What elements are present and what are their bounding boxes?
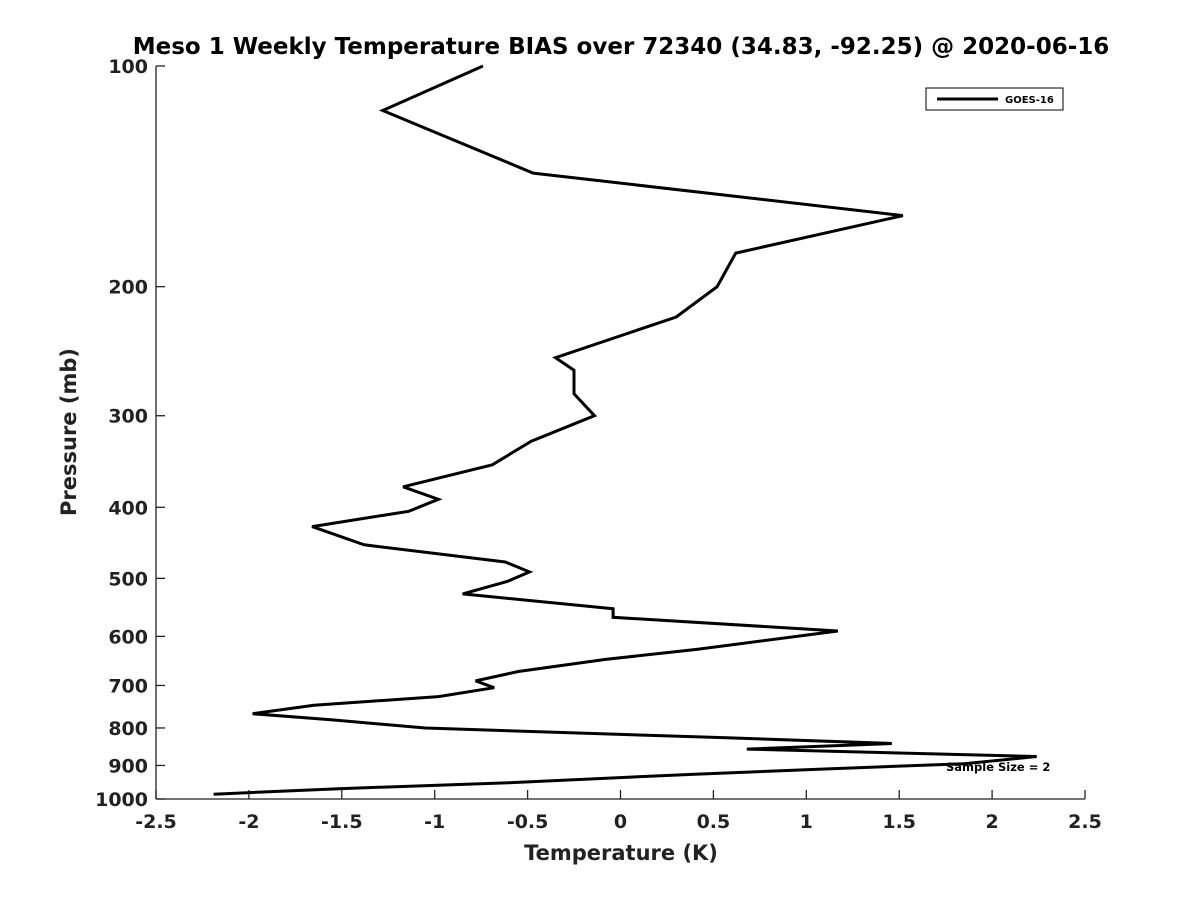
series-line-goes-16: [213, 64, 1037, 796]
x-tick-label: -2.5: [135, 811, 177, 833]
y-ticks: 100 200 300 400 500 600 700 800 900 1000: [95, 56, 165, 811]
x-tick-label: 1: [800, 811, 813, 833]
legend: GOES-16: [925, 87, 1064, 111]
y-tick-label: 700: [108, 675, 148, 697]
chart-title: Meso 1 Weekly Temperature BIAS over 7234…: [133, 34, 1110, 60]
x-tick-label: 1.5: [882, 811, 916, 833]
sample-size-annotation: Sample Size = 2: [946, 760, 1050, 774]
y-tick-label: 300: [108, 406, 148, 428]
y-tick-label: 1000: [95, 789, 148, 811]
series-layer: [213, 64, 1037, 796]
y-tick-label: 600: [108, 626, 148, 648]
y-tick-label: 100: [108, 56, 148, 78]
x-tick-label: 2.5: [1068, 811, 1102, 833]
x-tick-label: 2: [985, 811, 998, 833]
x-tick-label: -1: [424, 811, 445, 833]
y-tick-label: 500: [108, 568, 148, 590]
y-axis-label: Pressure (mb): [57, 348, 81, 516]
legend-label-goes-16: GOES-16: [1005, 95, 1054, 106]
y-tick-label: 200: [108, 277, 148, 299]
y-tick-label: 900: [108, 755, 148, 777]
x-tick-label: 0: [614, 811, 627, 833]
x-tick-label: -1.5: [321, 811, 363, 833]
x-ticks: -2.5 -2 -1.5 -1 -0.5 0 0.5 1 1.5 2 2.5: [135, 790, 1102, 833]
y-tick-label: 800: [108, 718, 148, 740]
x-tick-label: -0.5: [507, 811, 549, 833]
x-tick-label: 0.5: [697, 811, 731, 833]
x-tick-label: -2: [238, 811, 259, 833]
x-axis-label: Temperature (K): [524, 841, 718, 865]
y-tick-label: 400: [108, 497, 148, 519]
